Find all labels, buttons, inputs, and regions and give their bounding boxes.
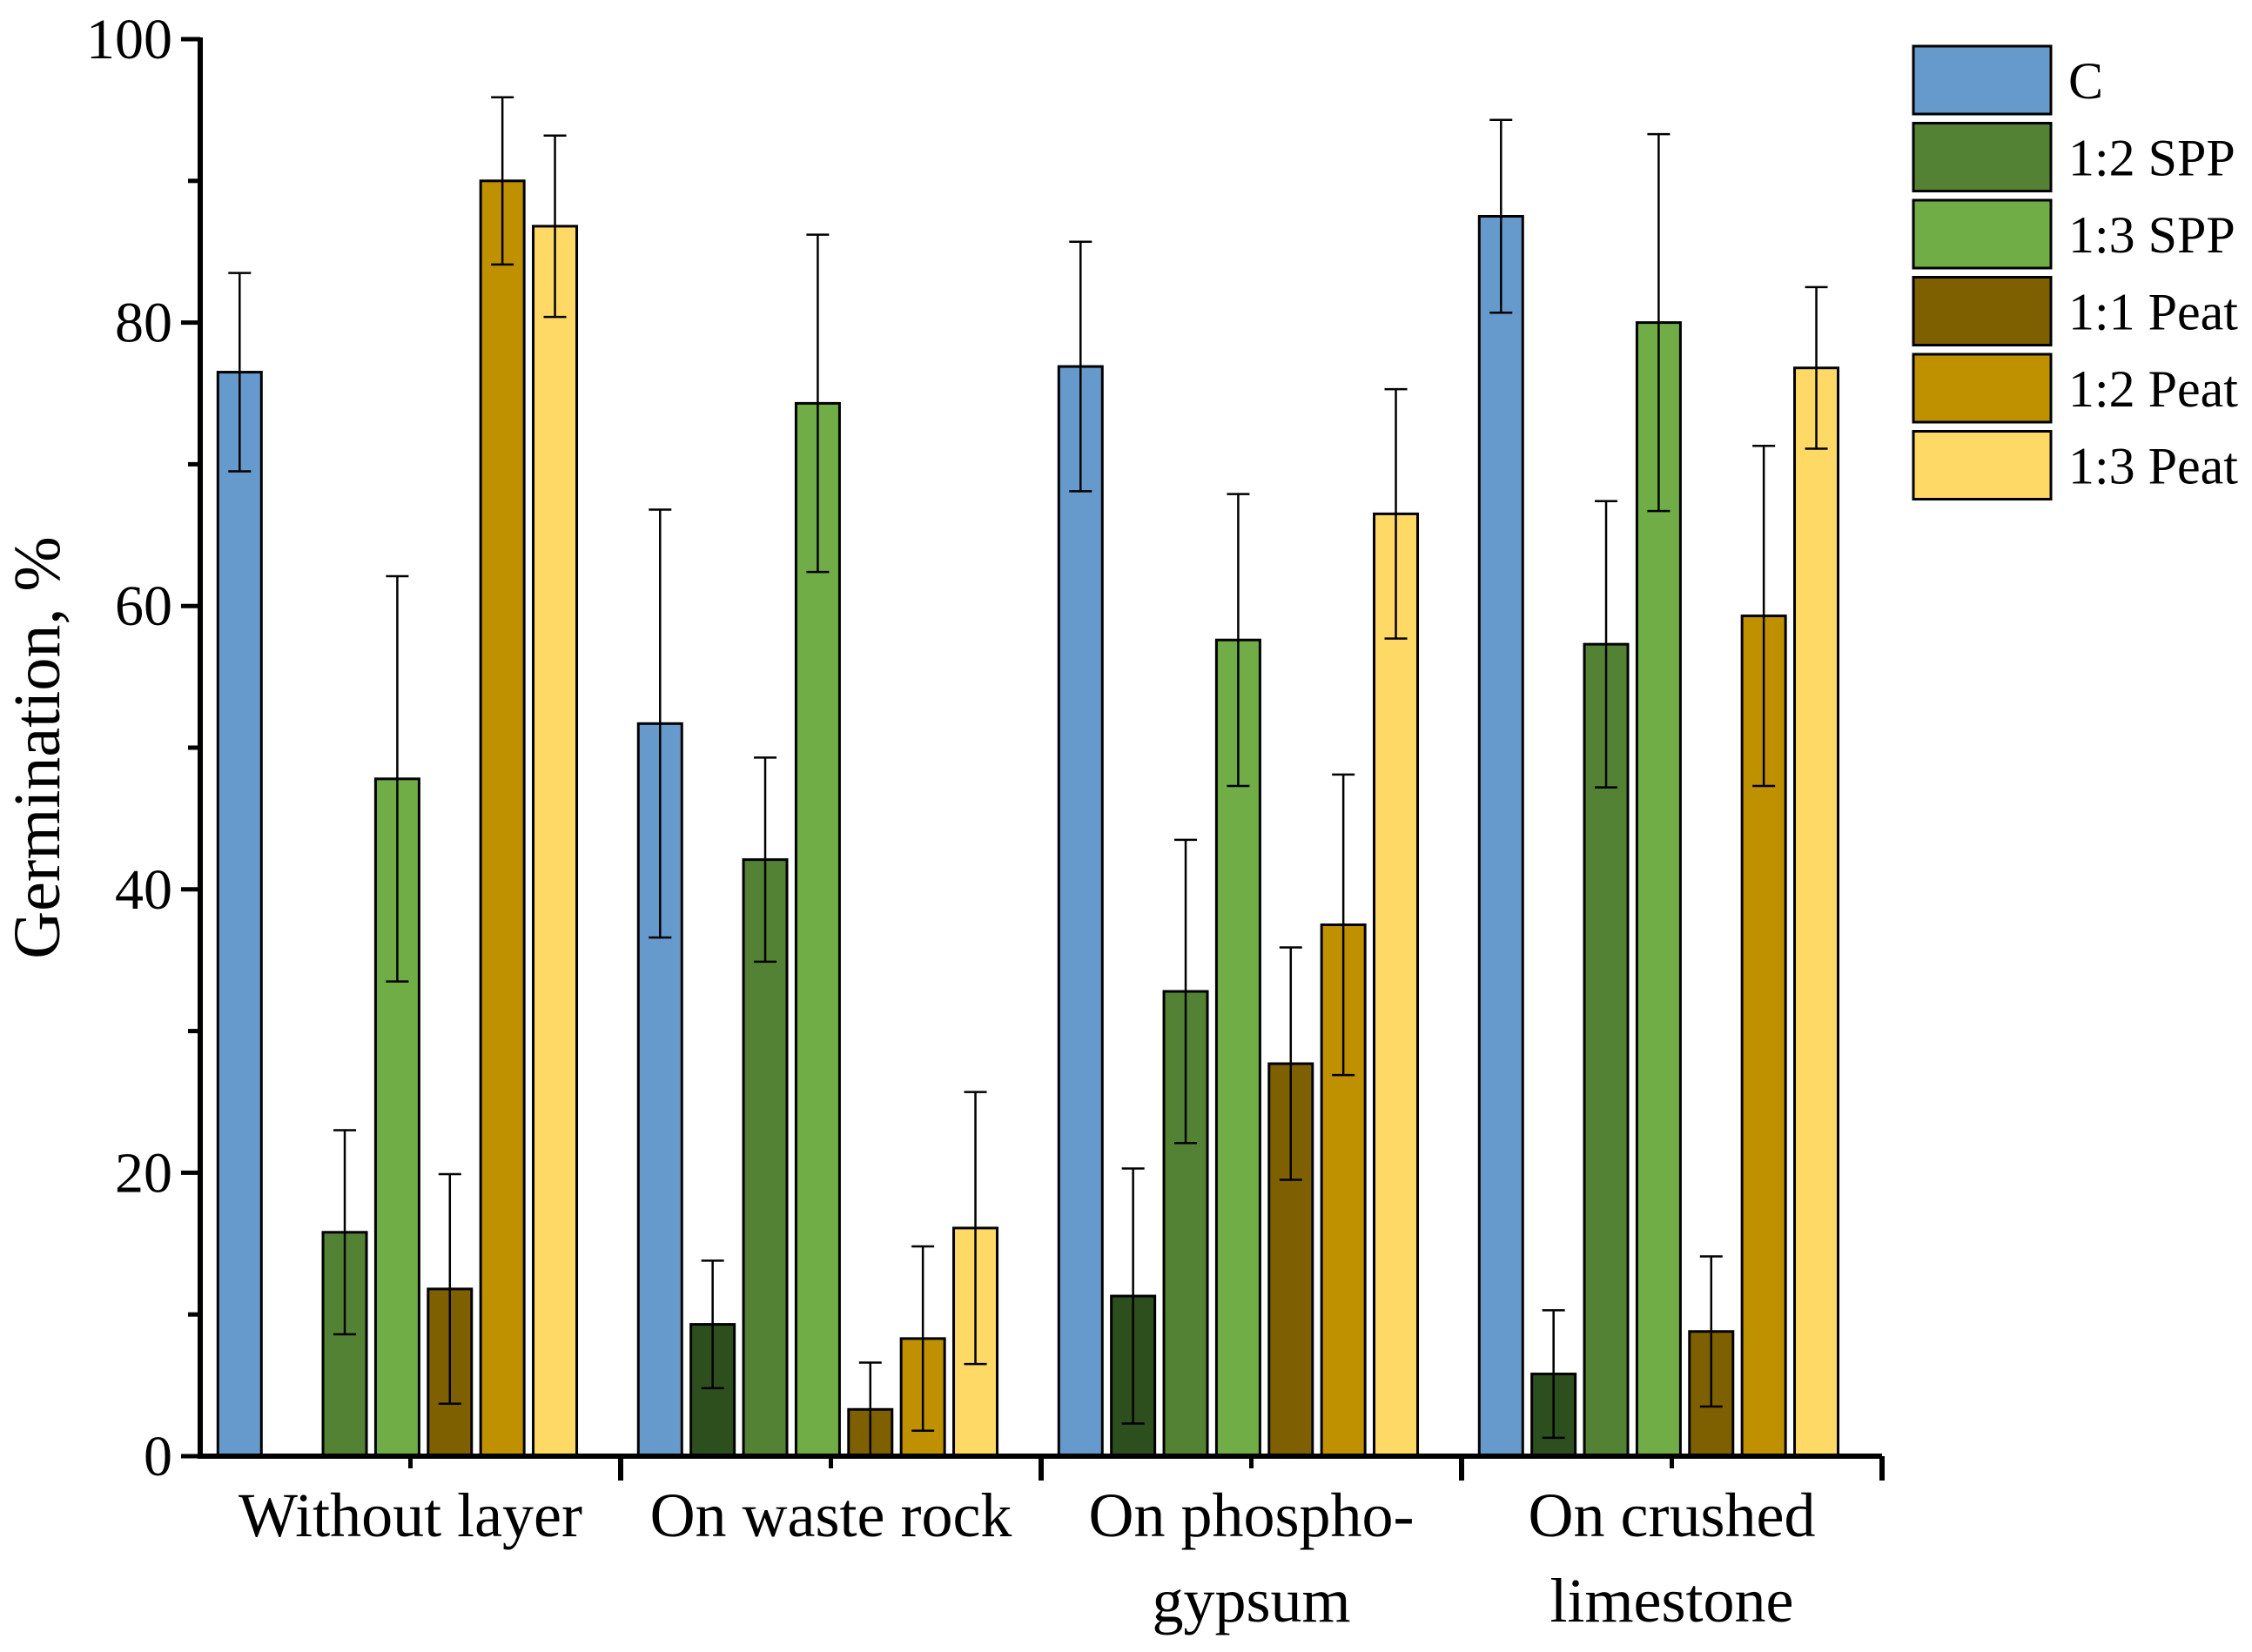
bar — [1793, 366, 1840, 1458]
legend-label: 1:3 SPP — [2068, 206, 2235, 264]
bar — [1162, 990, 1209, 1458]
y-tick-label: 0 — [144, 1425, 172, 1488]
x-category-label: On phospho- — [1089, 1481, 1415, 1550]
y-tick-label: 60 — [115, 574, 172, 638]
bar — [479, 179, 526, 1458]
x-category-label: On crushed — [1529, 1481, 1816, 1550]
legend-swatch — [1912, 122, 2053, 192]
y-tick-label: 40 — [115, 858, 172, 922]
legend: C 1:2 SPP 1:3 SPP 1:1 Peat 1:2 Peat 1:3 Peat — [1912, 44, 2238, 500]
x-category-label: On waste rock — [650, 1481, 1012, 1550]
legend-swatch — [1912, 198, 2053, 270]
bar — [794, 401, 841, 1458]
legend-label: 1:2 Peat — [2068, 360, 2238, 418]
bar — [216, 371, 263, 1458]
y-tick-label: 100 — [86, 8, 172, 71]
bar — [532, 225, 579, 1458]
legend-label: C — [2068, 52, 2103, 110]
legend-label: 1:1 Peat — [2068, 284, 2238, 341]
legend-label: 1:2 SPP — [2068, 130, 2235, 187]
legend-label: 1:3 Peat — [2068, 438, 2238, 495]
x-category-label: limestone — [1550, 1566, 1794, 1635]
y-axis-title: Germination, % — [1, 536, 74, 958]
bar — [1373, 512, 1420, 1458]
bar — [1057, 365, 1104, 1458]
legend-swatch — [1912, 276, 2053, 346]
y-tick-label: 80 — [115, 292, 172, 355]
bar — [1477, 215, 1524, 1458]
legend-swatch — [1912, 430, 2053, 500]
bars-group — [216, 96, 1840, 1458]
legend-swatch — [1912, 353, 2053, 424]
legend-swatch — [1912, 44, 2053, 116]
y-tick-label: 20 — [115, 1141, 172, 1205]
x-category-label: gypsum — [1152, 1566, 1350, 1635]
x-category-label: Without layer — [239, 1481, 582, 1550]
axes-group: 0 20 40 60 80 100 Without layer On waste rock On… — [1, 8, 1885, 1635]
